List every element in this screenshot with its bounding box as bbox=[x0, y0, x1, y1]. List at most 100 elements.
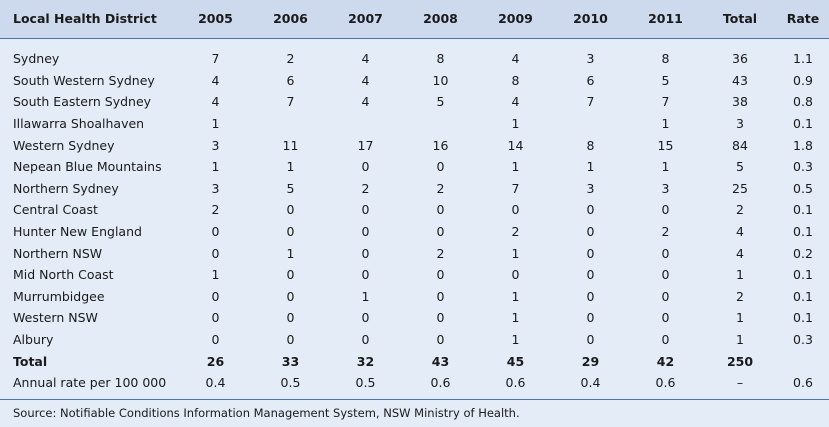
table-cell: 0 bbox=[286, 224, 295, 240]
table-row: Nepean Blue Mountains 1 1 0 0 1 1 1 5 0.3 bbox=[0, 156, 829, 178]
row-label: Central Coast bbox=[13, 202, 98, 218]
table-cell: 0.1 bbox=[793, 224, 813, 240]
table-cell: 4 bbox=[511, 51, 520, 67]
table-body: Sydney 7 2 4 8 4 3 8 36 1.1 South Western Sydney 4 6… bbox=[0, 38, 829, 394]
table-cell: 3 bbox=[586, 180, 595, 196]
table-cell: 1 bbox=[511, 159, 520, 175]
table-cell: 0.5 bbox=[355, 375, 376, 391]
column-header-2010: 2010 bbox=[553, 0, 628, 39]
column-header-2011: 2011 bbox=[628, 0, 703, 39]
table-cell: 11 bbox=[282, 137, 299, 153]
table-cell: 0 bbox=[511, 267, 520, 283]
table-cell: 1 bbox=[511, 116, 520, 132]
table-cell: 14 bbox=[507, 137, 524, 153]
row-label: Albury bbox=[13, 332, 54, 348]
table-cell: 1.1 bbox=[793, 51, 813, 67]
table-cell: 4 bbox=[211, 94, 220, 110]
table-cell: 0 bbox=[286, 310, 295, 326]
table-cell: 32 bbox=[356, 353, 375, 369]
table-cell: 0 bbox=[361, 245, 370, 261]
table-cell: 0 bbox=[661, 332, 670, 348]
row-label: Sydney bbox=[13, 51, 60, 67]
table-cell: 3 bbox=[586, 51, 595, 67]
table-row: South Western Sydney 4 6 4 10 8 6 5 43 0.9 bbox=[0, 70, 829, 92]
table-cell: 0 bbox=[586, 332, 595, 348]
table-cell: 0 bbox=[436, 159, 445, 175]
table-cell: 0 bbox=[661, 288, 670, 304]
row-label: Mid North Coast bbox=[13, 267, 114, 283]
table-cell: 1 bbox=[511, 332, 520, 348]
table-cell: 0.6 bbox=[655, 375, 676, 391]
table-cell: 0 bbox=[361, 224, 370, 240]
row-label: Illawarra Shoalhaven bbox=[13, 116, 145, 132]
table-cell: 7 bbox=[661, 94, 670, 110]
table-cell: 0 bbox=[361, 267, 370, 283]
table-cell: 1 bbox=[511, 310, 520, 326]
table-row: Total 26 33 32 43 45 29 42 250 bbox=[0, 350, 829, 372]
table-cell: 29 bbox=[581, 353, 600, 369]
table-cell: 0.4 bbox=[580, 375, 601, 391]
table-cell: 0 bbox=[361, 310, 370, 326]
table-cell: 10 bbox=[432, 72, 449, 88]
row-label: Northern NSW bbox=[13, 245, 103, 261]
table-cell: 1 bbox=[211, 159, 220, 175]
table-cell: 5 bbox=[436, 94, 445, 110]
table-row: Albury 0 0 0 0 1 0 0 1 0.3 bbox=[0, 329, 829, 351]
table-cell: 2 bbox=[211, 202, 220, 218]
table-row: Western Sydney 3 11 17 16 14 8 15 84 1.8 bbox=[0, 134, 829, 156]
table-cell: 0 bbox=[661, 245, 670, 261]
table-cell: 1 bbox=[286, 159, 295, 175]
table-cell: 3 bbox=[211, 180, 220, 196]
table-cell: 2 bbox=[361, 180, 370, 196]
source-note: Source: Notifiable Conditions Informatio… bbox=[0, 399, 829, 427]
table-cell: 2 bbox=[286, 51, 295, 67]
table-cell: 25 bbox=[732, 180, 748, 196]
table-cell: 1 bbox=[211, 267, 220, 283]
column-header-rate: Rate bbox=[777, 0, 829, 39]
table-cell: 0.3 bbox=[793, 159, 813, 175]
table-cell: 0.4 bbox=[205, 375, 226, 391]
table-cell: 0.1 bbox=[793, 202, 813, 218]
table-cell: 15 bbox=[657, 137, 674, 153]
table-cell: 0 bbox=[436, 267, 445, 283]
table-cell: 0 bbox=[211, 288, 220, 304]
table-cell: 36 bbox=[732, 51, 748, 67]
table-cell: 3 bbox=[211, 137, 220, 153]
table-cell: 7 bbox=[586, 94, 595, 110]
table-cell: 0 bbox=[361, 202, 370, 218]
table-cell: 0 bbox=[286, 267, 295, 283]
table-row: Annual rate per 100 000 0.4 0.5 0.5 0.6 0.6 0.… bbox=[0, 372, 829, 394]
table-cell: 0 bbox=[211, 245, 220, 261]
row-label: Western NSW bbox=[13, 310, 98, 326]
table-cell: 43 bbox=[732, 72, 748, 88]
table-cell: 45 bbox=[506, 353, 525, 369]
table-cell bbox=[553, 113, 628, 135]
row-label: Northern Sydney bbox=[13, 180, 119, 196]
table-cell: 0 bbox=[211, 332, 220, 348]
table-cell: 4 bbox=[736, 245, 744, 261]
table-cell: 0 bbox=[436, 202, 445, 218]
table-cell: 0 bbox=[586, 267, 595, 283]
column-header-district: Local Health District bbox=[0, 0, 178, 39]
table-cell: 84 bbox=[732, 137, 748, 153]
table-cell: 0 bbox=[436, 332, 445, 348]
table-cell: 1 bbox=[736, 267, 744, 283]
table-cell: 7 bbox=[211, 51, 220, 67]
table-cell: 7 bbox=[511, 180, 520, 196]
column-header-2008: 2008 bbox=[403, 0, 478, 39]
table-cell: 0 bbox=[361, 332, 370, 348]
table-cell: 6 bbox=[286, 72, 295, 88]
table-row: Central Coast 2 0 0 0 0 0 0 2 0.1 bbox=[0, 199, 829, 221]
table-cell: 1 bbox=[736, 332, 744, 348]
table-cell: 38 bbox=[732, 94, 748, 110]
table-cell: 1 bbox=[361, 288, 370, 304]
table-cell: 5 bbox=[286, 180, 295, 196]
table-row: South Eastern Sydney 4 7 4 5 4 7 7 38 0.8 bbox=[0, 91, 829, 113]
table-cell: 0.1 bbox=[793, 310, 813, 326]
table-cell: 26 bbox=[206, 353, 225, 369]
table-cell: 0 bbox=[436, 288, 445, 304]
table-cell: 2 bbox=[511, 224, 520, 240]
row-label: Total bbox=[13, 353, 48, 369]
table-cell: 0 bbox=[286, 288, 295, 304]
table-cell: 3 bbox=[661, 180, 670, 196]
